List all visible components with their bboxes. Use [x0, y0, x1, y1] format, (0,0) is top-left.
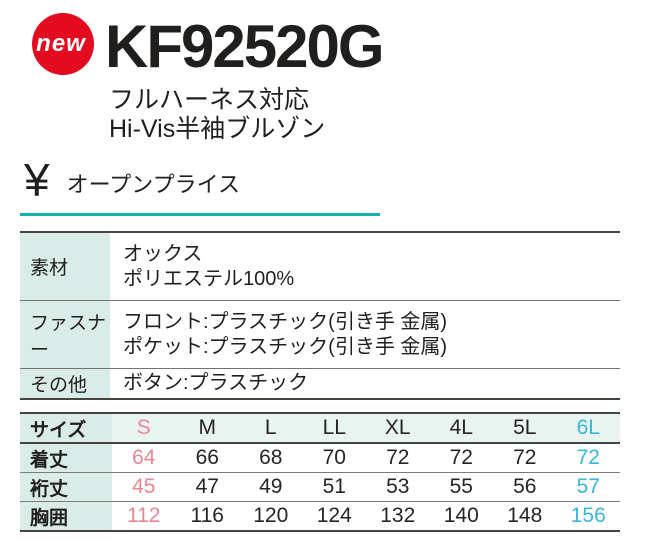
- size-value: 55: [449, 475, 473, 498]
- spec-value-material: オックス ポリエステル100%: [110, 233, 294, 300]
- size-value: 148: [507, 504, 543, 527]
- size-column-header-s: S: [112, 414, 176, 442]
- size-table: サイズ S M L LL XL 4L 5L 6L 着丈 64 66 68 70 …: [20, 412, 620, 532]
- spec-value-line: ボタン:プラスチック: [123, 372, 309, 394]
- size-row-label: 着丈: [20, 444, 112, 472]
- size-value: 72: [449, 446, 473, 469]
- spec-value-fastener: フロント:プラスチック(引き手 金属) ポケット:プラスチック(引き手 金属): [110, 301, 447, 368]
- spec-label-material: 素材: [20, 233, 110, 300]
- spec-value-line: ポケット:プラスチック(引き手 金属): [123, 335, 448, 358]
- size-row-sleeve-length: 裄丈 45 47 49 51 53 55 56 57: [20, 472, 620, 501]
- size-value: 156: [570, 504, 606, 527]
- price-underline: [20, 213, 380, 216]
- spec-table: 素材 オックス ポリエステル100% ファスナー フロント:プラスチック(引き手…: [20, 231, 620, 400]
- size-table-header-row: サイズ S M L LL XL 4L 5L 6L: [20, 414, 620, 444]
- size-value: 47: [195, 475, 219, 498]
- size-row-chest: 胸囲 112 116 120 124 132 140 148 156: [20, 501, 620, 530]
- size-value: 140: [443, 504, 479, 527]
- size-value: 120: [253, 504, 289, 527]
- size-value: 70: [322, 446, 346, 469]
- size-row-label: 胸囲: [20, 502, 112, 530]
- size-value: 66: [195, 446, 219, 469]
- size-column-header-5l: 5L: [493, 414, 557, 442]
- new-badge-label: new: [36, 30, 86, 57]
- spec-label-fastener: ファスナー: [20, 301, 110, 368]
- spec-row-other: その他 ボタン:プラスチック: [20, 368, 620, 398]
- size-value: 124: [316, 504, 352, 527]
- spec-label-other: その他: [20, 369, 110, 398]
- size-value: 68: [259, 446, 283, 469]
- size-value: 57: [576, 475, 600, 498]
- size-column-header-m: M: [175, 414, 239, 442]
- spec-value-line: フロント:プラスチック(引き手 金属): [123, 310, 448, 333]
- size-value: 56: [513, 475, 537, 498]
- size-column-header-6l: 6L: [556, 414, 620, 442]
- spec-row-fastener: ファスナー フロント:プラスチック(引き手 金属) ポケット:プラスチック(引き…: [20, 300, 620, 368]
- size-table-header-label: サイズ: [20, 414, 112, 442]
- spec-value-other: ボタン:プラスチック: [110, 369, 308, 398]
- size-value: 72: [576, 446, 600, 469]
- size-value: 112: [127, 504, 161, 527]
- price-row: ¥ オープンプライス: [24, 154, 240, 206]
- yen-icon: ¥: [24, 154, 50, 206]
- spec-value-line: オックス: [123, 242, 203, 265]
- size-value: 72: [386, 446, 410, 469]
- product-subtitle-line2: Hi-Vis半袖ブルゾン: [109, 115, 326, 143]
- size-column-header-xl: XL: [366, 414, 430, 442]
- size-row-body-length: 着丈 64 66 68 70 72 72 72 72: [20, 444, 620, 472]
- spec-row-material: 素材 オックス ポリエステル100%: [20, 233, 620, 300]
- size-column-header-4l: 4L: [429, 414, 493, 442]
- new-badge: new: [32, 13, 94, 75]
- product-subtitle-line1: フルハーネス対応: [109, 86, 310, 114]
- size-value: 72: [513, 446, 537, 469]
- size-value: 64: [132, 446, 156, 469]
- size-value: 51: [322, 475, 346, 498]
- spec-value-line: ポリエステル100%: [123, 267, 295, 290]
- size-column-header-l: L: [239, 414, 303, 442]
- size-value: 132: [380, 504, 416, 527]
- size-row-label: 裄丈: [20, 473, 112, 501]
- size-value: 49: [259, 475, 283, 498]
- size-value: 116: [190, 504, 224, 527]
- size-column-header-ll: LL: [302, 414, 366, 442]
- product-code: KF92520G: [105, 13, 384, 80]
- price-label: オープンプライス: [66, 172, 240, 197]
- size-value: 45: [132, 475, 156, 498]
- size-value: 53: [386, 475, 410, 498]
